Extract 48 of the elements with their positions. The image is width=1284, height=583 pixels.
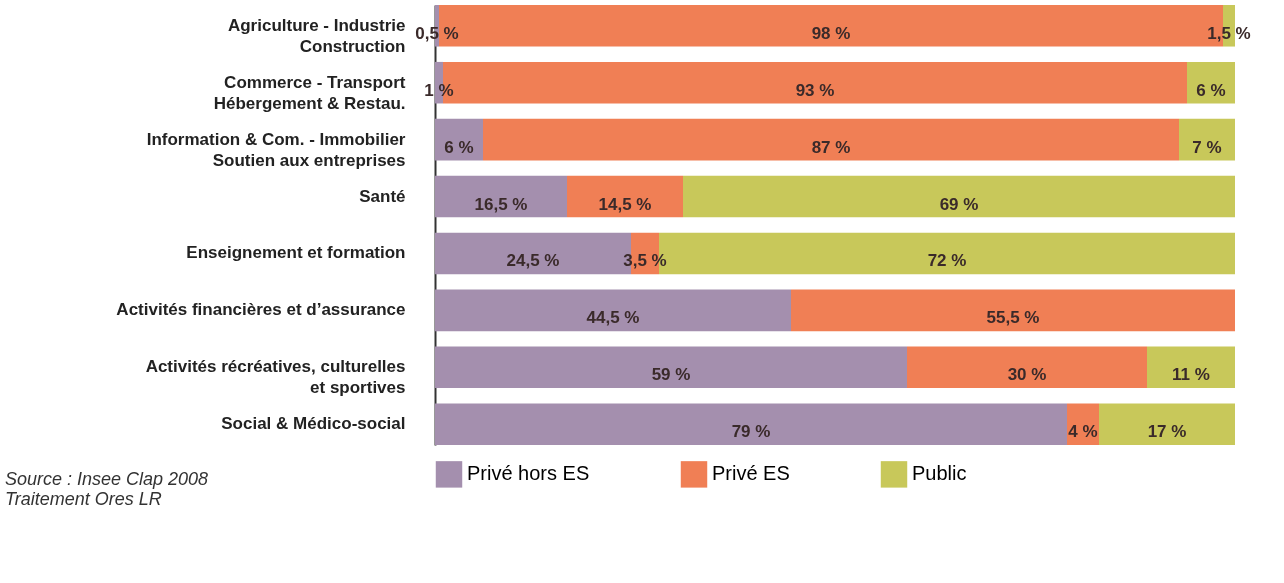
bar	[683, 175, 1235, 218]
data-label: 93 %	[795, 80, 835, 100]
y-tick-label: Santé	[359, 186, 406, 206]
data-label: 6 %	[1196, 80, 1226, 100]
data-label: 7 %	[1192, 137, 1222, 157]
data-label: 1 %	[424, 80, 454, 100]
legend-label: Public	[912, 462, 967, 485]
data-label: 14,5 %	[598, 194, 652, 214]
data-label: 72 %	[927, 251, 967, 271]
bar	[435, 289, 791, 332]
data-label: 16,5 %	[474, 194, 528, 214]
bar	[567, 175, 683, 218]
text: Traitement Ores LR	[5, 489, 162, 509]
y-tick-label: Enseignement et formation	[186, 243, 406, 263]
bar	[1179, 118, 1235, 161]
data-label: 69 %	[939, 194, 979, 214]
y-tick-label: Activités récréatives, culturelles et sportives	[145, 357, 406, 398]
data-label: 24,5 %	[506, 251, 560, 271]
data-label: 0,5 %	[415, 23, 459, 43]
data-label: 79 %	[731, 422, 771, 442]
bar	[791, 289, 1235, 332]
bar	[1099, 403, 1235, 445]
source-note: Source : Insee Clap 2008	[5, 469, 209, 489]
y-tick-label: Social & Médico-social	[221, 414, 406, 434]
bar	[435, 175, 567, 218]
data-label: 11 %	[1172, 365, 1210, 385]
data-label: 87 %	[811, 137, 851, 157]
y-tick-label: Agriculture - Industrie Construction	[227, 15, 406, 56]
data-label: 1,5 %	[1207, 23, 1251, 43]
bar	[435, 346, 907, 389]
data-label: 30 %	[1007, 365, 1047, 385]
data-label: 3,5 %	[623, 251, 667, 271]
data-label: 6 %	[444, 137, 474, 157]
data-label: 55,5 %	[986, 308, 1040, 328]
data-label: 4 %	[1068, 422, 1098, 442]
data-label: 44,5 %	[586, 308, 640, 328]
data-label: 98 %	[811, 23, 851, 43]
bar	[1147, 346, 1235, 389]
y-tick-label: Commerce - Transport Hébergement & Restau.	[213, 72, 406, 113]
bar	[435, 403, 1067, 445]
legend-label: Privé ES	[712, 462, 790, 485]
bar	[907, 346, 1147, 389]
legend-label: Privé hors ES	[467, 462, 590, 485]
data-label: 59 %	[651, 365, 691, 385]
bar	[483, 118, 1179, 161]
y-tick-label: Information & Com. - Immobilier Soutien aux entreprises	[146, 129, 406, 170]
y-tick-label: Activités financières et d’assurance	[116, 300, 406, 320]
data-label: 17 %	[1147, 422, 1187, 442]
